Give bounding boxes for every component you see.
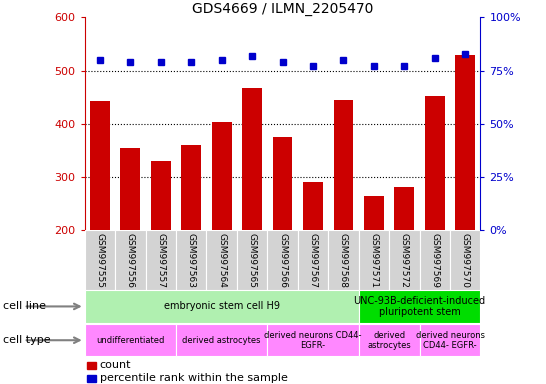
Bar	[450, 230, 480, 290]
Text: GSM997569: GSM997569	[430, 233, 440, 288]
Text: GSM997564: GSM997564	[217, 233, 226, 288]
Bar	[268, 324, 359, 356]
Bar	[85, 290, 359, 323]
Text: GSM997557: GSM997557	[156, 233, 165, 288]
Bar	[268, 230, 298, 290]
Bar	[419, 324, 480, 356]
Bar	[181, 145, 201, 230]
Bar	[242, 88, 262, 230]
Bar	[85, 230, 115, 290]
Text: GSM997565: GSM997565	[247, 233, 257, 288]
Bar	[425, 96, 444, 230]
Bar	[359, 290, 480, 323]
Bar	[272, 137, 293, 230]
Text: derived astrocytes: derived astrocytes	[182, 336, 261, 345]
Text: GSM997567: GSM997567	[308, 233, 318, 288]
Bar	[359, 324, 419, 356]
Bar	[115, 230, 146, 290]
Text: GSM997570: GSM997570	[461, 233, 470, 288]
Text: GSM997555: GSM997555	[96, 233, 104, 288]
Bar	[146, 230, 176, 290]
Text: cell line: cell line	[3, 301, 46, 311]
Bar	[455, 55, 475, 230]
Bar	[359, 230, 389, 290]
Text: UNC-93B-deficient-induced
pluripotent stem: UNC-93B-deficient-induced pluripotent st…	[353, 296, 485, 317]
Bar	[419, 230, 450, 290]
Bar	[298, 230, 328, 290]
Bar	[90, 101, 110, 230]
Text: percentile rank within the sample: percentile rank within the sample	[100, 373, 288, 383]
Bar	[334, 100, 353, 230]
Bar	[303, 182, 323, 230]
Bar	[151, 161, 171, 230]
Text: GSM997572: GSM997572	[400, 233, 409, 288]
Text: embryonic stem cell H9: embryonic stem cell H9	[164, 301, 280, 311]
Text: undifferentiated: undifferentiated	[96, 336, 164, 345]
Bar	[176, 324, 268, 356]
Bar	[389, 230, 419, 290]
Bar	[364, 196, 384, 230]
Bar	[87, 375, 96, 382]
Bar	[212, 122, 232, 230]
Text: derived
astrocytes: derived astrocytes	[367, 331, 411, 350]
Text: GSM997563: GSM997563	[187, 233, 195, 288]
Text: GSM997568: GSM997568	[339, 233, 348, 288]
Text: GSM997566: GSM997566	[278, 233, 287, 288]
Text: derived neurons CD44-
EGFR-: derived neurons CD44- EGFR-	[264, 331, 362, 350]
Text: GSM997556: GSM997556	[126, 233, 135, 288]
Text: derived neurons
CD44- EGFR-: derived neurons CD44- EGFR-	[416, 331, 484, 350]
Bar	[328, 230, 359, 290]
Bar	[87, 362, 96, 369]
Text: cell type: cell type	[3, 335, 50, 345]
Bar	[176, 230, 206, 290]
Title: GDS4669 / ILMN_2205470: GDS4669 / ILMN_2205470	[192, 2, 373, 16]
Text: GSM997571: GSM997571	[370, 233, 378, 288]
Bar	[394, 187, 414, 230]
Bar	[237, 230, 268, 290]
Bar	[121, 148, 140, 230]
Bar	[206, 230, 237, 290]
Bar	[85, 324, 176, 356]
Text: count: count	[100, 360, 132, 370]
